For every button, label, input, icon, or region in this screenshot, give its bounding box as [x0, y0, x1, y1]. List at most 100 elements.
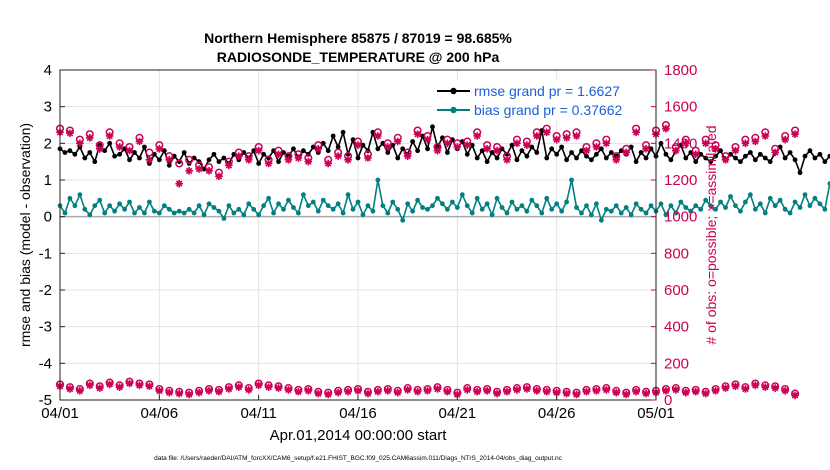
series-5-point	[582, 387, 591, 396]
y2-tick-label: 800	[664, 245, 689, 262]
series-5-point	[423, 387, 432, 395]
series-1-point	[445, 206, 450, 212]
series-0-point	[400, 146, 406, 152]
series-1-point	[281, 206, 286, 212]
series-1-point	[459, 192, 465, 198]
series-3-point	[195, 165, 203, 173]
series-1-point	[688, 208, 694, 214]
series-1-point	[698, 206, 704, 212]
series-0-point	[82, 155, 88, 161]
x-tick-label: 04/21	[439, 405, 477, 422]
series-0-point	[117, 151, 122, 157]
y2-axis-label: # of obs: o=possible; ×=assimilated	[703, 125, 719, 344]
series-5-point	[513, 386, 521, 394]
series-5-point	[642, 389, 650, 398]
series-1-point	[405, 201, 411, 207]
series-0-point	[87, 150, 93, 155]
series-3-point	[741, 139, 750, 148]
series-0-point	[519, 148, 525, 154]
series-1-point	[345, 192, 351, 198]
series-1-point	[767, 195, 773, 201]
series-5-point	[135, 381, 144, 390]
series-1-point	[221, 216, 227, 221]
series-3-point	[433, 146, 442, 155]
series-0-point	[261, 151, 267, 157]
series-0-point	[608, 150, 614, 155]
series-3-point	[334, 152, 342, 160]
series-1-point	[638, 206, 644, 212]
series-3-point	[672, 146, 680, 155]
series-0-point	[415, 148, 420, 154]
series-0-point	[340, 129, 346, 135]
series-0-point	[713, 153, 718, 159]
series-1-point	[648, 203, 654, 209]
series-0-point	[782, 155, 788, 161]
series-1-point	[330, 206, 336, 212]
series-0-point	[738, 159, 743, 165]
series-3-point	[165, 156, 174, 164]
series-3-point	[374, 132, 382, 140]
series-1-point	[564, 199, 569, 205]
legend-box	[432, 80, 650, 120]
series-0-point	[564, 157, 569, 163]
legend-label-0: rmse grand pr = 1.6627	[474, 83, 620, 99]
series-0-point	[251, 148, 257, 154]
y2-tick-label: 0	[664, 392, 672, 409]
series-0-point	[802, 153, 808, 159]
series-1-point	[807, 203, 813, 209]
series-1-point	[147, 199, 152, 205]
series-1-point	[703, 197, 709, 203]
series-1-point	[296, 210, 301, 216]
series-3-point	[225, 161, 233, 170]
series-1-point	[291, 205, 296, 210]
series-3-point	[115, 143, 124, 151]
series-1-point	[623, 205, 629, 210]
series-0-point	[276, 159, 281, 165]
series-1-point	[231, 210, 237, 216]
series-1-point	[802, 192, 808, 198]
series-0-point	[67, 148, 73, 154]
series-1-point	[628, 212, 634, 218]
series-1-point	[643, 210, 649, 216]
series-5-point	[453, 390, 462, 399]
series-5-point	[711, 387, 720, 395]
series-1-point	[762, 210, 768, 216]
series-3-point	[175, 179, 183, 188]
series-3-point	[582, 146, 591, 155]
series-0-point	[181, 150, 187, 155]
series-5-point	[562, 389, 571, 398]
series-0-point	[484, 159, 490, 165]
series-0-point	[559, 144, 565, 150]
y-tick-label: 4	[44, 62, 52, 79]
series-1-point	[286, 197, 291, 203]
series-0-point	[643, 155, 649, 161]
series-1-point	[191, 210, 197, 216]
series-3-point	[413, 130, 422, 138]
series-3-point	[513, 139, 521, 148]
series-5-point	[533, 387, 541, 395]
series-0-point	[534, 150, 540, 155]
series-5-point	[195, 388, 203, 397]
chart-title: Northern Hemisphere 85875 / 87019 = 98.6…	[204, 30, 512, 46]
series-1-point	[276, 201, 281, 207]
series-3-point	[662, 124, 670, 133]
series-5-point	[393, 388, 402, 397]
series-0-point	[747, 150, 753, 155]
series-0-point	[291, 146, 296, 152]
chart-marks	[55, 120, 830, 400]
series-3-point	[493, 146, 501, 155]
series-5-point	[264, 383, 273, 391]
x-tick-label: 04/26	[538, 405, 576, 422]
series-3-point	[86, 134, 94, 142]
series-1-point	[226, 203, 232, 209]
series-1-point	[603, 206, 609, 212]
series-1-point	[266, 195, 271, 201]
y-tick-label: -1	[39, 245, 52, 262]
series-1-point	[584, 203, 589, 209]
series-1-point	[683, 205, 689, 210]
series-3-point	[503, 156, 511, 164]
axes: 04/01 04/06 04/11 04/16 04/21 04/26 05/01 -5 -4 -…	[39, 62, 698, 422]
legend-marker-1	[450, 106, 457, 114]
series-3-point	[185, 167, 193, 175]
series-0-point	[137, 155, 142, 161]
